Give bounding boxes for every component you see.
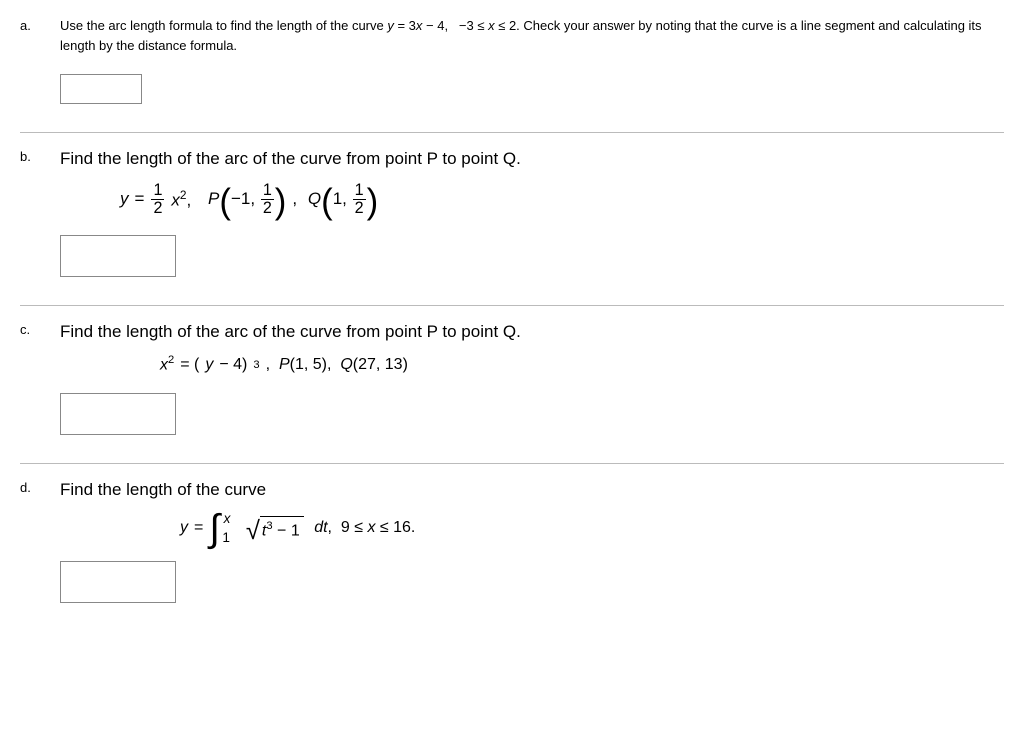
sqrt-icon: √ t3 − 1 — [246, 516, 304, 540]
prompt-a: Use the arc length formula to find the l… — [60, 16, 1004, 56]
answer-input-d[interactable] — [60, 561, 176, 603]
content-c: Find the length of the arc of the curve … — [60, 320, 1004, 435]
problem-b: b. Find the length of the arc of the cur… — [20, 141, 1004, 306]
equation-b: y = 1 2 x2, P ( −1, 1 2 ) , Q ( — [120, 182, 1004, 217]
eq-d-y: y — [180, 519, 188, 537]
eq-d-eq: = — [194, 519, 203, 537]
prompt-c: Find the length of the arc of the curve … — [60, 320, 1004, 345]
part-label-d: d. — [20, 478, 38, 603]
paren-right-icon: ) — [275, 186, 287, 217]
eq-b-Q: Q ( 1, 1 2 ) — [308, 182, 378, 217]
eq-d-tail: dt, 9 ≤ x ≤ 16. — [310, 519, 416, 537]
eq-b-P: P ( −1, 1 2 ) — [208, 182, 286, 217]
answer-input-c[interactable] — [60, 393, 176, 435]
equation-c: x2 = (y − 4)3, P(1, 5), Q(27, 13) — [160, 354, 1004, 374]
part-label-b: b. — [20, 147, 38, 277]
part-label-a: a. — [20, 16, 38, 104]
eq-b-equals: = — [135, 189, 145, 209]
problem-a: a. Use the arc length formula to find th… — [20, 10, 1004, 133]
integral-icon: ∫ x 1 — [209, 512, 220, 543]
paren-right-icon: ) — [367, 186, 379, 217]
eq-c-tail: , P(1, 5), Q(27, 13) — [266, 356, 408, 374]
prompt-d: Find the length of the curve — [60, 478, 1004, 503]
paren-left-icon: ( — [321, 186, 333, 217]
content-d: Find the length of the curve y = ∫ x 1 √… — [60, 478, 1004, 603]
equation-d: y = ∫ x 1 √ t3 − 1 dt, 9 ≤ x ≤ 16. — [180, 512, 1004, 543]
eq-b-frac-half: 1 2 — [151, 182, 164, 217]
answer-input-b[interactable] — [60, 235, 176, 277]
content-b: Find the length of the arc of the curve … — [60, 147, 1004, 277]
eq-b-y: y — [120, 189, 129, 209]
paren-left-icon: ( — [219, 186, 231, 217]
prompt-a-text1: Use the arc length formula to find the l… — [60, 18, 387, 33]
eq-c-eqopen: = ( — [180, 356, 199, 374]
problem-c: c. Find the length of the arc of the cur… — [20, 314, 1004, 464]
answer-input-a[interactable] — [60, 74, 142, 104]
problem-d: d. Find the length of the curve y = ∫ x … — [20, 472, 1004, 631]
content-a: Use the arc length formula to find the l… — [60, 16, 1004, 104]
prompt-b: Find the length of the arc of the curve … — [60, 147, 1004, 172]
part-label-c: c. — [20, 320, 38, 435]
eq-c-lhs: x2 — [160, 354, 174, 374]
eq-b-x2: x2, — [171, 188, 191, 211]
